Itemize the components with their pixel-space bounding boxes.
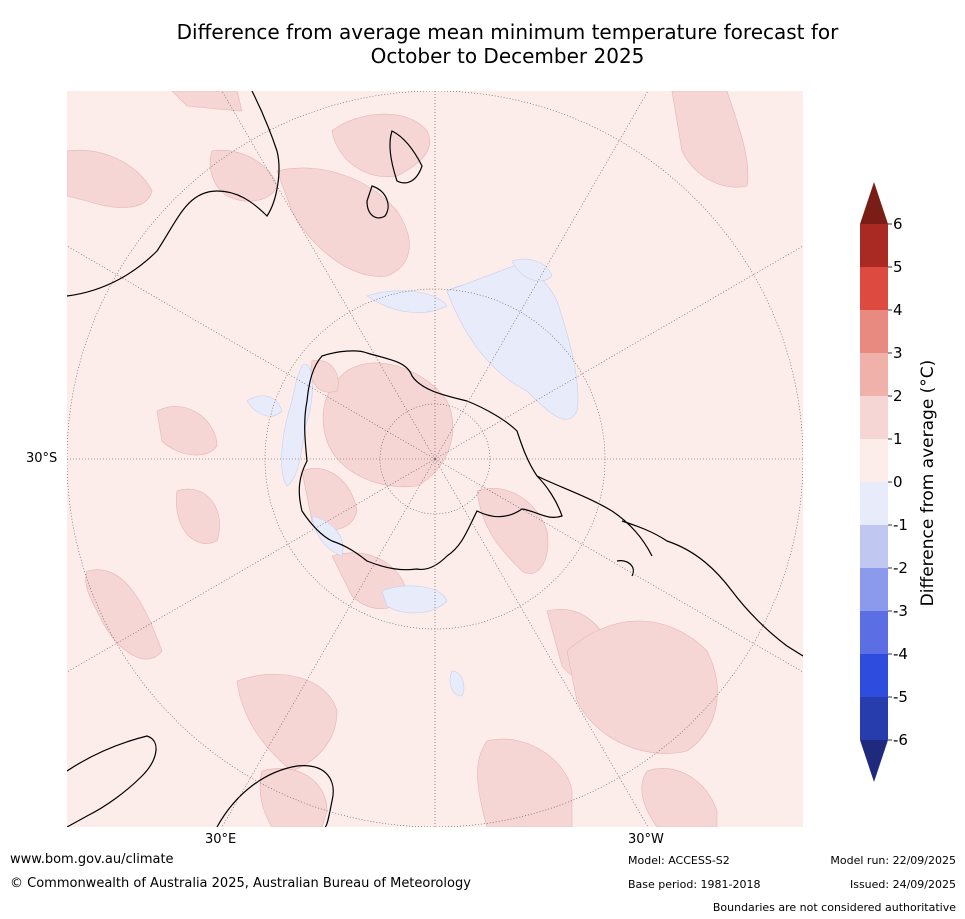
graticule <box>67 91 803 827</box>
colorbar-tick-label: -3 <box>893 602 908 620</box>
africa-south-coast <box>216 765 334 827</box>
base-period: Base period: 1981-2018 <box>628 878 761 891</box>
africa-coast <box>67 735 157 827</box>
colorbar-segment <box>860 654 888 697</box>
colorbar-tick-label: -1 <box>893 516 908 534</box>
chart-title: Difference from average mean minimum tem… <box>70 20 945 68</box>
lat-label-30s: 30°S <box>26 451 58 466</box>
antarctic-peninsula <box>536 475 653 557</box>
colorbar-tick-label: -6 <box>893 731 908 749</box>
colorbar-tick-label: -5 <box>893 688 908 706</box>
colorbar-segment <box>860 310 888 353</box>
colorbar-segment <box>860 697 888 740</box>
new-zealand-north <box>389 130 423 184</box>
colorbar-segment <box>860 482 888 525</box>
colorbar-segment <box>860 396 888 439</box>
colorbar-tick-label: 2 <box>893 387 903 405</box>
colorbar-segment <box>860 353 888 396</box>
copyright-text: © Commonwealth of Australia 2025, Austra… <box>10 876 471 891</box>
boundary-disclaimer: Boundaries are not considered authoritat… <box>712 901 956 914</box>
colorbar-segment <box>860 525 888 568</box>
anomaly-warm-regions <box>67 91 749 827</box>
colorbar-extend-max <box>860 182 888 224</box>
website-link[interactable]: www.bom.gov.au/climate <box>10 852 174 867</box>
colorbar-svg: 6 5 4 3 2 1 0 -1 -2 -3 -4 -5 -6 <box>860 182 908 782</box>
map-panel[interactable] <box>67 91 803 827</box>
issued-date: Issued: 24/09/2025 <box>849 878 956 891</box>
south-america-coast <box>621 520 803 657</box>
colorbar-extend-min <box>860 740 888 782</box>
anomaly-cool-regions <box>246 258 579 697</box>
model-run-date: Model run: 22/09/2025 <box>830 854 956 867</box>
new-zealand-south <box>366 185 389 219</box>
model-name: Model: ACCESS-S2 <box>628 854 730 867</box>
australia-coast <box>67 91 280 297</box>
colorbar-segment <box>860 224 888 267</box>
antarctica-coast <box>298 350 563 571</box>
colorbar: 6 5 4 3 2 1 0 -1 -2 -3 -4 -5 -6 <box>855 180 965 785</box>
colorbar-tick-label: 4 <box>893 301 903 319</box>
colorbar-tick-label: 6 <box>893 215 903 233</box>
map-svg <box>67 91 803 827</box>
colorbar-title: Difference from average (°C) <box>918 359 938 607</box>
coastlines <box>67 91 803 827</box>
colorbar-tick-label: 0 <box>893 473 903 491</box>
colorbar-tick-label: 5 <box>893 258 903 276</box>
colorbar-segment <box>860 611 888 654</box>
colorbar-tick-label: 3 <box>893 344 903 362</box>
colorbar-tick-label: -4 <box>893 645 908 663</box>
colorbar-segment <box>860 267 888 310</box>
colorbar-tick-label: 1 <box>893 430 903 448</box>
title-line-1: Difference from average mean minimum tem… <box>176 20 839 44</box>
lon-label-30e: 30°E <box>205 832 237 847</box>
lon-label-30w: 30°W <box>628 832 664 847</box>
colorbar-segment <box>860 439 888 482</box>
colorbar-tick-label: -2 <box>893 559 908 577</box>
title-line-2: October to December 2025 <box>370 44 645 68</box>
colorbar-segment <box>860 568 888 611</box>
